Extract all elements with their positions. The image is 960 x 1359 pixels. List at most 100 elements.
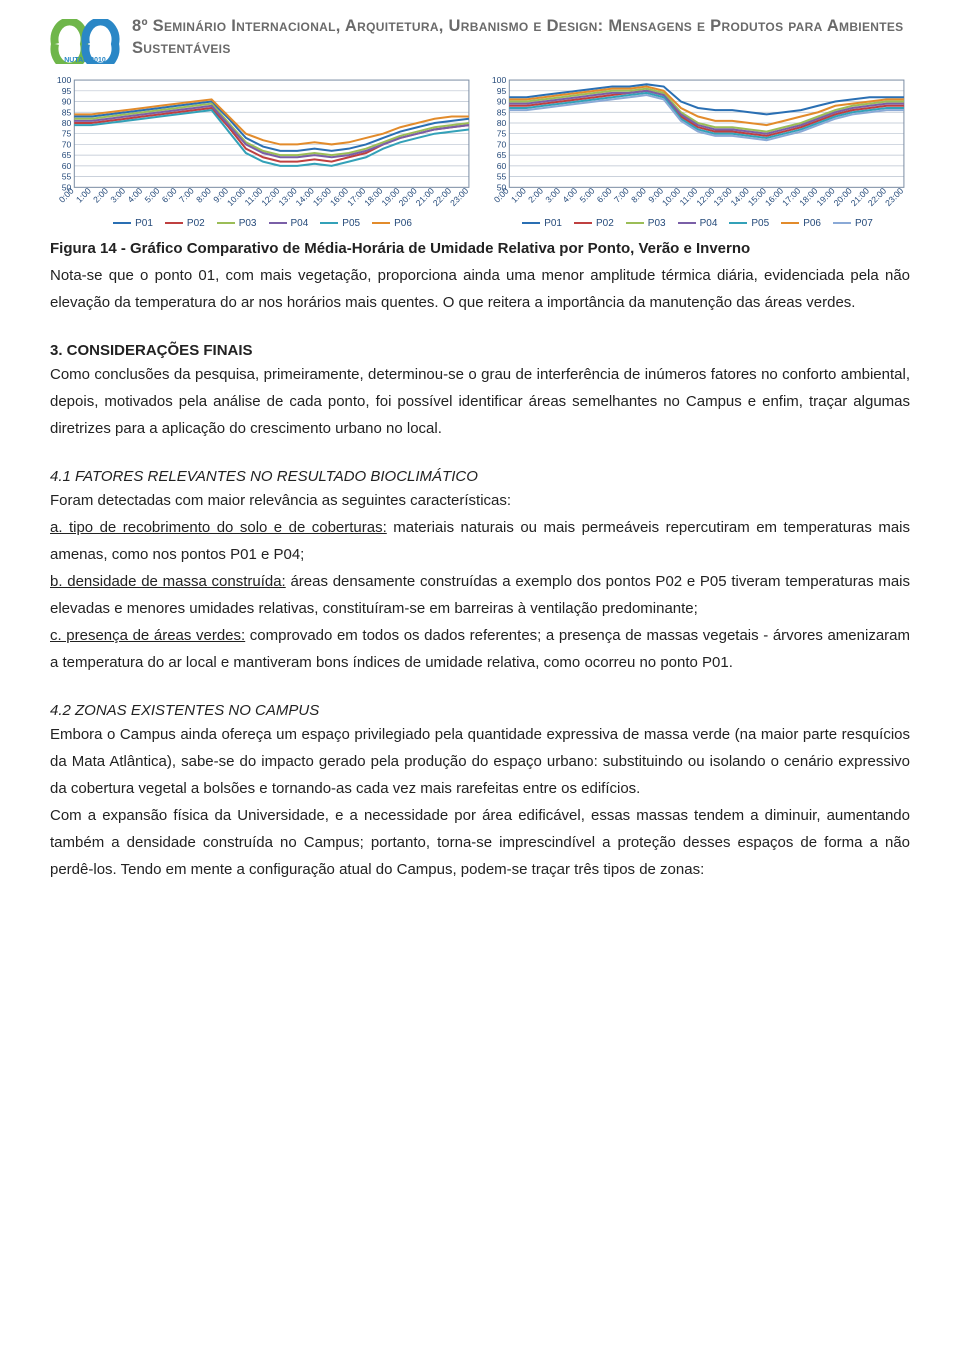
legend-label: P02 — [596, 218, 614, 229]
svg-text:2:00: 2:00 — [526, 186, 545, 205]
legend-label: P04 — [700, 218, 718, 229]
svg-text:95: 95 — [497, 86, 507, 96]
section-41-a: a. tipo de recobrimento do solo e de cob… — [50, 514, 910, 568]
svg-text:10:00: 10:00 — [660, 186, 682, 208]
legend-label: P06 — [803, 218, 821, 229]
svg-text:80: 80 — [497, 118, 507, 128]
legend-item: P04 — [269, 218, 309, 229]
svg-text:0:00: 0:00 — [57, 186, 76, 205]
svg-text:60: 60 — [62, 161, 72, 171]
svg-text:16:00: 16:00 — [328, 186, 350, 208]
header-title: 8º Seminário Internacional, Arquitetura,… — [132, 15, 910, 60]
legend-item: P03 — [626, 218, 666, 229]
section-41-intro: Foram detectadas com maior relevância as… — [50, 487, 910, 514]
legend-label: P04 — [291, 218, 309, 229]
svg-text:55: 55 — [62, 172, 72, 182]
svg-text:3:00: 3:00 — [108, 186, 127, 205]
svg-text:19:00: 19:00 — [379, 186, 401, 208]
svg-text:14:00: 14:00 — [294, 186, 316, 208]
svg-text:7:00: 7:00 — [177, 186, 196, 205]
svg-text:65: 65 — [497, 150, 507, 160]
item-c-underline: c. presença de áreas verdes: — [50, 627, 245, 644]
legend-item: P01 — [113, 218, 153, 229]
chart-left: 505560657075808590951000:001:002:003:004… — [50, 74, 475, 229]
svg-text:100: 100 — [492, 75, 507, 85]
svg-text:13:00: 13:00 — [711, 186, 733, 208]
legend-swatch — [833, 222, 851, 225]
svg-text:0:00: 0:00 — [492, 186, 511, 205]
svg-text:15:00: 15:00 — [746, 186, 768, 208]
svg-text:2:00: 2:00 — [91, 186, 110, 205]
legend-label: P06 — [394, 218, 412, 229]
svg-text:85: 85 — [497, 107, 507, 117]
svg-text:55: 55 — [497, 172, 507, 182]
svg-text:70: 70 — [497, 139, 507, 149]
page-header: NUTAU 2010 8º Seminário Internacional, A… — [50, 15, 910, 64]
legend-item: P07 — [833, 218, 873, 229]
legend-swatch — [781, 222, 799, 225]
legend-swatch — [372, 222, 390, 225]
svg-text:3:00: 3:00 — [543, 186, 562, 205]
chart-right-legend: P01 P02 P03 P04 P05 P06 P07 — [485, 218, 910, 229]
chart-left-svg: 505560657075808590951000:001:002:003:004… — [50, 74, 475, 216]
figure-caption-block: Figura 14 - Gráfico Comparativo de Média… — [50, 235, 910, 316]
nutau-logo: NUTAU 2010 — [50, 19, 120, 64]
svg-text:75: 75 — [62, 129, 72, 139]
chart-left-legend: P01P02P03P04P05P06 — [50, 218, 475, 229]
svg-text:20:00: 20:00 — [832, 186, 854, 208]
legend-label: P02 — [187, 218, 205, 229]
section-41-c: c. presença de áreas verdes: comprovado … — [50, 622, 910, 676]
legend-swatch — [269, 222, 287, 225]
chart-right-svg: 505560657075808590951000:001:002:003:004… — [485, 74, 910, 216]
svg-text:8:00: 8:00 — [194, 186, 213, 205]
svg-text:90: 90 — [62, 97, 72, 107]
svg-text:6:00: 6:00 — [595, 186, 614, 205]
svg-text:19:00: 19:00 — [814, 186, 836, 208]
svg-text:20:00: 20:00 — [397, 186, 419, 208]
svg-text:95: 95 — [62, 86, 72, 96]
svg-text:7:00: 7:00 — [612, 186, 631, 205]
legend-item: P03 — [217, 218, 257, 229]
svg-text:17:00: 17:00 — [345, 186, 367, 208]
legend-swatch — [320, 222, 338, 225]
svg-text:70: 70 — [62, 139, 72, 149]
legend-label: P03 — [648, 218, 666, 229]
legend-swatch — [678, 222, 696, 225]
charts-row: 505560657075808590951000:001:002:003:004… — [50, 74, 910, 229]
section-42-title: 4.2 ZONAS EXISTENTES NO CAMPUS — [50, 702, 910, 719]
legend-swatch — [522, 222, 540, 225]
svg-text:18:00: 18:00 — [797, 186, 819, 208]
item-b-underline: b. densidade de massa construída: — [50, 573, 286, 590]
item-a-underline: a. tipo de recobrimento do solo e de cob… — [50, 519, 387, 536]
svg-text:4:00: 4:00 — [560, 186, 579, 205]
svg-text:18:00: 18:00 — [362, 186, 384, 208]
legend-swatch — [217, 222, 235, 225]
svg-text:13:00: 13:00 — [276, 186, 298, 208]
legend-label: P03 — [239, 218, 257, 229]
section-42-p1: Embora o Campus ainda ofereça um espaço … — [50, 721, 910, 802]
svg-text:21:00: 21:00 — [414, 186, 436, 208]
section-42-p2: Com a expansão física da Universidade, e… — [50, 802, 910, 883]
svg-text:65: 65 — [62, 150, 72, 160]
svg-text:14:00: 14:00 — [729, 186, 751, 208]
svg-text:22:00: 22:00 — [431, 186, 453, 208]
legend-item: P06 — [372, 218, 412, 229]
legend-item: P04 — [678, 218, 718, 229]
svg-text:90: 90 — [497, 97, 507, 107]
svg-text:6:00: 6:00 — [160, 186, 179, 205]
svg-text:12:00: 12:00 — [694, 186, 716, 208]
figure-note: Nota-se que o ponto 01, com mais vegetaç… — [50, 267, 910, 311]
svg-text:10:00: 10:00 — [225, 186, 247, 208]
legend-item: P01 — [522, 218, 562, 229]
section-3-body: Como conclusões da pesquisa, primeiramen… — [50, 361, 910, 442]
chart-right: 505560657075808590951000:001:002:003:004… — [485, 74, 910, 229]
legend-swatch — [165, 222, 183, 225]
svg-text:60: 60 — [497, 161, 507, 171]
svg-text:17:00: 17:00 — [780, 186, 802, 208]
legend-label: P05 — [751, 218, 769, 229]
figure-caption: Figura 14 - Gráfico Comparativo de Média… — [50, 240, 750, 257]
svg-text:23:00: 23:00 — [883, 186, 905, 208]
svg-text:12:00: 12:00 — [259, 186, 281, 208]
svg-text:23:00: 23:00 — [448, 186, 470, 208]
section-41-title: 4.1 FATORES RELEVANTES NO RESULTADO BIOC… — [50, 468, 910, 485]
